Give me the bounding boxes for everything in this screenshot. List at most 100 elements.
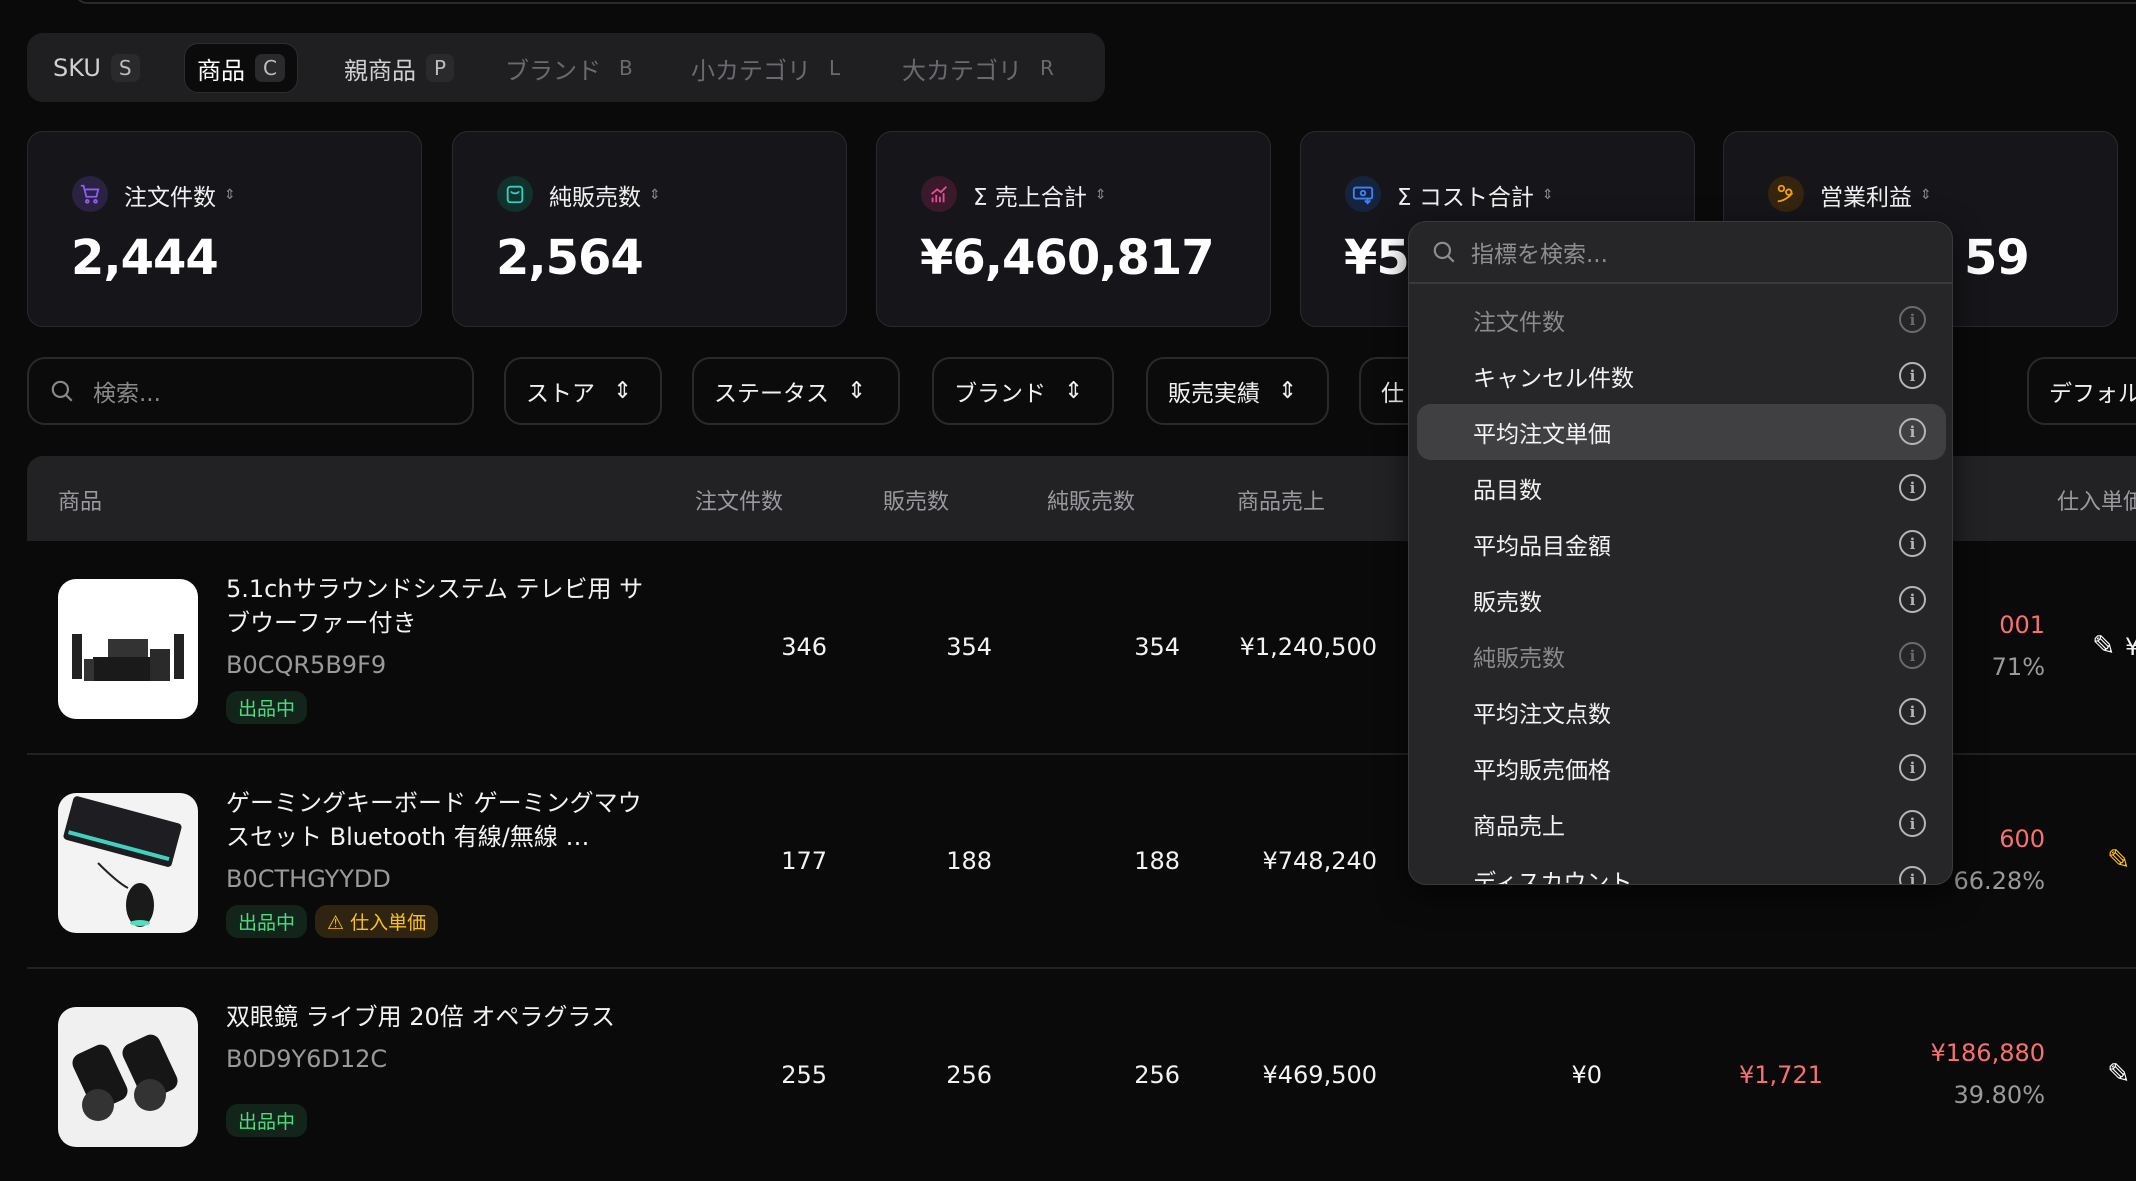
shortcut-key: B	[619, 56, 633, 80]
edit-pencil-icon[interactable]: ✎	[2107, 1057, 2131, 1090]
kpi-value: 2,444	[71, 230, 219, 286]
tab-parent-product[interactable]: 親商品 P	[332, 43, 466, 93]
net-sold-value: 354	[1134, 633, 1180, 661]
header-product-sales[interactable]: 商品売上	[1237, 490, 1326, 515]
search-icon	[51, 380, 73, 402]
info-icon[interactable]: i	[1899, 698, 1926, 725]
sold-value: 256	[946, 1061, 992, 1089]
tab-product[interactable]: 商品 C	[184, 43, 298, 93]
tab-sku[interactable]: SKU S	[41, 43, 152, 93]
table-row[interactable]: ゲーミングキーボード ゲーミングマウスセット Bluetooth 有線/無線 ……	[27, 753, 2136, 967]
metric-search-input[interactable]: 指標を検索...	[1409, 222, 1952, 284]
search-icon	[1433, 241, 1455, 263]
metric-option-highlighted[interactable]: 平均注文単価 i	[1417, 404, 1946, 460]
sort-select[interactable]: デフォル	[2027, 357, 2136, 425]
info-icon[interactable]: i	[1899, 474, 1926, 501]
sort-icon: ⇕	[224, 187, 236, 203]
metric-option[interactable]: 販売数 i	[1417, 572, 1946, 628]
metric-option[interactable]: 注文件数 i	[1417, 292, 1946, 348]
info-icon[interactable]: i	[1899, 866, 1926, 884]
tab-label: 商品	[197, 56, 245, 85]
tab-large-category[interactable]: 大カテゴリ R	[890, 43, 1074, 93]
product-title[interactable]: ゲーミングキーボード ゲーミングマウスセット Bluetooth 有線/無線 …	[226, 789, 642, 851]
bag-icon	[497, 176, 533, 212]
kpi-label-button[interactable]: 純販売数 ⇕	[549, 178, 661, 212]
search-placeholder: 検索...	[93, 381, 161, 407]
info-icon[interactable]: i	[1899, 306, 1926, 333]
margin-value: 39.80%	[1953, 1081, 2045, 1109]
option-label: 販売数	[1473, 590, 1542, 616]
metric-option[interactable]: 平均品目金額 i	[1417, 516, 1946, 572]
option-label: キャンセル件数	[1473, 366, 1634, 392]
table-row[interactable]: 双眼鏡 ライブ用 20倍 オペラグラス B0D9Y6D12C 出品中 255 2…	[27, 967, 2136, 1181]
kpi-value: ¥5	[1344, 230, 1410, 286]
info-icon[interactable]: i	[1899, 586, 1926, 613]
status-filter[interactable]: ステータス ⇕	[692, 357, 900, 425]
tab-small-category[interactable]: 小カテゴリ L	[679, 43, 860, 93]
info-icon[interactable]: i	[1899, 642, 1926, 669]
profit-value: ¥186,880	[1930, 1039, 2045, 1067]
tab-label: SKU	[53, 54, 101, 82]
tab-brand[interactable]: ブランド B	[493, 43, 653, 93]
option-label: 平均注文単価	[1473, 422, 1611, 448]
metric-option[interactable]: 純販売数 i	[1417, 628, 1946, 684]
metric-option[interactable]: 商品売上 i	[1417, 796, 1946, 852]
margin-value: 71%	[1991, 653, 2045, 681]
filter-label: 販売実績	[1168, 381, 1260, 407]
tab-label: 親商品	[344, 56, 416, 85]
header-unit-cost[interactable]: 仕入単価	[2057, 490, 2136, 515]
product-sales-value: ¥469,500	[1262, 1061, 1377, 1089]
info-icon[interactable]: i	[1899, 362, 1926, 389]
kpi-label: Σ コスト合計	[1397, 185, 1534, 211]
kpi-label-button[interactable]: Σ コスト合計 ⇕	[1397, 178, 1554, 212]
profit-value: 001	[1999, 611, 2045, 639]
table-row[interactable]: 5.1chサラウンドシステム テレビ用 サブウーファー付き B0CQR5B9F9…	[27, 539, 2136, 753]
cart-icon	[72, 176, 108, 212]
metric-option[interactable]: 品目数 i	[1417, 460, 1946, 516]
sales-filter[interactable]: 販売実績 ⇕	[1146, 357, 1329, 425]
metric-dropdown: 指標を検索... 注文件数 i キャンセル件数 i 平均注文単価 i 品目数 i 平均品…	[1408, 221, 1953, 885]
info-icon[interactable]: i	[1899, 810, 1926, 837]
store-filter[interactable]: ストア ⇕	[504, 357, 662, 425]
metric-option[interactable]: 平均注文点数 i	[1417, 684, 1946, 740]
metric-option[interactable]: キャンセル件数 i	[1417, 348, 1946, 404]
sort-icon: ⇕	[1541, 187, 1554, 203]
kpi-card-net-sold: 純販売数 ⇕ 2,564	[452, 131, 847, 327]
shortcut-key: S	[110, 54, 140, 82]
product-image	[58, 1007, 198, 1147]
header-net-sold[interactable]: 純販売数	[1047, 490, 1136, 515]
info-icon[interactable]: i	[1899, 530, 1926, 557]
kpi-label-button[interactable]: Σ 売上合計 ⇕	[973, 178, 1107, 212]
margin-value: 66.28%	[1953, 867, 2045, 895]
header-sold[interactable]: 販売数	[883, 490, 950, 515]
header-orders[interactable]: 注文件数	[695, 490, 784, 515]
sort-icon: ⇕	[1094, 187, 1107, 203]
kpi-label-button[interactable]: 注文件数 ⇕	[124, 178, 236, 212]
shortcut-key: C	[255, 54, 285, 82]
unit-cost-value: ¥	[2125, 633, 2136, 661]
chart-icon	[921, 176, 957, 212]
metric-option[interactable]: ディスカウント i	[1417, 852, 1946, 884]
filter-label: 仕	[1381, 381, 1404, 407]
edit-pencil-icon[interactable]: ✎	[2107, 843, 2131, 876]
product-sku: B0D9Y6D12C	[226, 1045, 388, 1073]
info-icon[interactable]: i	[1899, 754, 1926, 781]
product-sales-value: ¥1,240,500	[1239, 633, 1377, 661]
kpi-label: 注文件数	[124, 185, 216, 211]
discount-value: ¥0	[1571, 1061, 1602, 1089]
sort-icon: ⇕	[649, 187, 661, 203]
shortcut-key: P	[426, 54, 455, 82]
product-image	[58, 793, 198, 933]
product-title[interactable]: 5.1chサラウンドシステム テレビ用 サブウーファー付き	[226, 575, 644, 637]
kpi-label-button[interactable]: 営業利益 ⇕	[1820, 178, 1932, 212]
product-title[interactable]: 双眼鏡 ライブ用 20倍 オペラグラス	[226, 1003, 615, 1031]
edit-pencil-icon[interactable]: ✎	[2092, 629, 2116, 662]
info-icon[interactable]: i	[1899, 418, 1926, 445]
search-input[interactable]: 検索...	[27, 357, 474, 425]
header-product[interactable]: 商品	[58, 490, 103, 515]
chevron-updown-icon: ⇕	[1064, 378, 1084, 404]
kpi-value: 2,564	[496, 230, 644, 286]
brand-filter[interactable]: ブランド ⇕	[932, 357, 1114, 425]
status-badge: 出品中	[226, 691, 308, 724]
metric-option[interactable]: 平均販売価格 i	[1417, 740, 1946, 796]
